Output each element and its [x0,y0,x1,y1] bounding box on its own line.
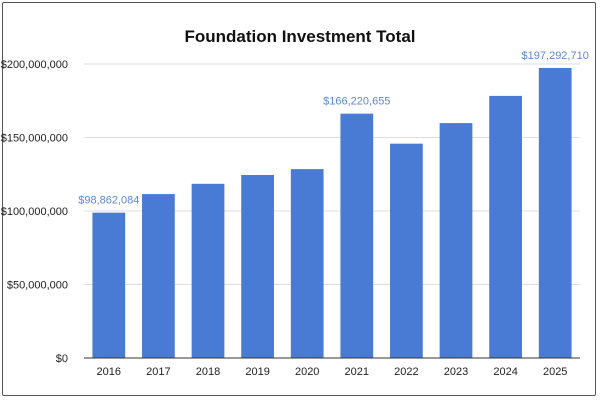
y-tick-label: $150,000,000 [1,133,68,145]
bar-2023 [439,123,473,359]
y-axis-ticks: $0 $50,000,000 $100,000,000 $150,000,000 $20… [1,59,68,365]
bars [92,67,572,359]
y-tick-label: $50,000,000 [7,280,68,292]
x-tick-label: 2018 [196,366,220,378]
x-tick-label: 2016 [97,366,121,378]
x-tick-label: 2025 [543,366,567,378]
data-labels: $98,862,084 $166,220,655 $197,292,710 [78,50,589,207]
bar-2021 [340,113,374,358]
bar-2020 [290,169,324,358]
x-tick-label: 2021 [345,366,369,378]
data-label: $166,220,655 [323,96,390,108]
bar-2024 [489,95,522,359]
x-tick-label: 2017 [146,366,170,378]
y-tick-label: $100,000,000 [1,206,68,218]
bar-2025 [538,67,572,359]
bar-2022 [390,143,423,358]
bar-2018 [191,183,225,358]
chart-title: Foundation Investment Total [184,27,415,46]
y-tick-label: $200,000,000 [1,59,68,71]
x-tick-label: 2023 [444,366,468,378]
y-tick-label: $0 [56,353,68,365]
x-tick-label: 2022 [394,366,418,378]
bar-2016 [92,212,126,358]
x-axis-ticks: 2016 2017 2018 2019 2020 2021 2022 2023 2024 2025 [97,366,568,378]
data-label: $197,292,710 [522,50,589,62]
data-label: $98,862,084 [78,195,139,207]
x-tick-label: 2024 [493,366,517,378]
x-tick-label: 2020 [295,366,319,378]
bar-2017 [142,194,175,358]
x-tick-label: 2019 [245,366,269,378]
bar-2019 [241,174,274,358]
